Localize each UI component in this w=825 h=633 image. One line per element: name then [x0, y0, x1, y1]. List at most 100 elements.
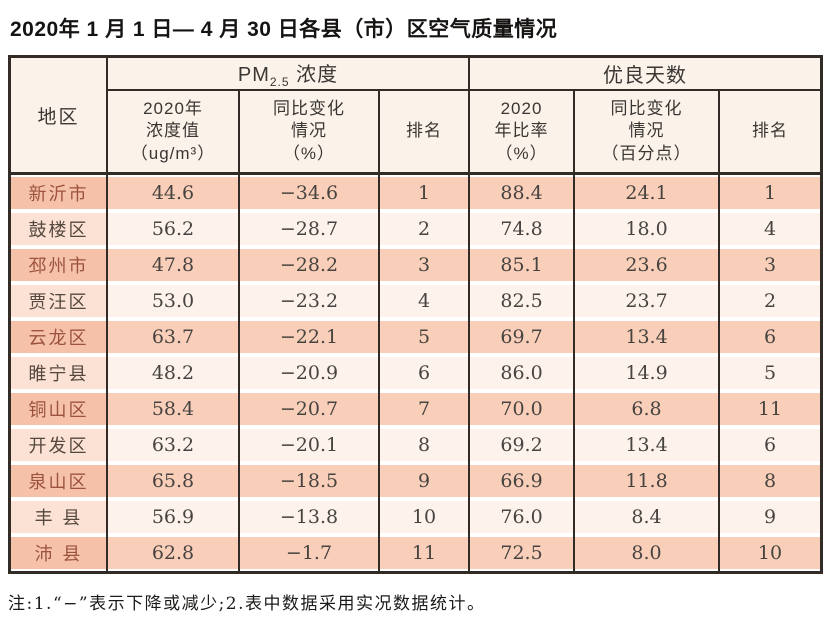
- ratio-change-cell: 18.0: [575, 211, 721, 247]
- ratio-rank-cell: 2: [720, 283, 821, 319]
- col-header-rank-good-days: 排名: [720, 91, 821, 175]
- region-cell: 沛 县: [11, 535, 108, 571]
- table-row: 泉山区 65.8 −18.5 9 66.9 11.8 8: [11, 463, 821, 499]
- pm25-change-cell: −34.6: [240, 175, 380, 211]
- ratio-rank-cell: 4: [720, 211, 821, 247]
- pm25-value-cell: 63.7: [108, 319, 240, 355]
- region-cell: 睢宁县: [11, 355, 108, 391]
- ratio-rank-cell: 11: [720, 391, 821, 427]
- pm25-change-cell: −28.2: [240, 247, 380, 283]
- pm25-value-cell: 48.2: [108, 355, 240, 391]
- col-header-yoy-change-points: 同比变化 情况 （百分点）: [575, 91, 721, 175]
- table-row: 邳州市 47.8 −28.2 3 85.1 23.6 3: [11, 247, 821, 283]
- pm25-value-cell: 53.0: [108, 283, 240, 319]
- ratio-cell: 69.7: [470, 319, 576, 355]
- pm25-rank-cell: 10: [380, 499, 471, 535]
- pm25-value-cell: 58.4: [108, 391, 240, 427]
- region-cell: 云龙区: [11, 319, 108, 355]
- header-sub-row: 2020年 浓度值 （ug/m³） 同比变化 情况 （%） 排名 2020 年比…: [11, 91, 821, 175]
- pm25-value-cell: 47.8: [108, 247, 240, 283]
- header-group-row: 地区 PM2.5 浓度 优良天数: [11, 58, 821, 175]
- ratio-change-cell: 6.8: [575, 391, 721, 427]
- pm25-rank-cell: 1: [380, 175, 471, 211]
- ratio-change-cell: 8.0: [575, 535, 721, 571]
- ratio-rank-cell: 8: [720, 463, 821, 499]
- pm25-change-cell: −20.1: [240, 427, 380, 463]
- ratio-cell: 76.0: [470, 499, 576, 535]
- ratio-change-cell: 13.4: [575, 319, 721, 355]
- pm25-value-cell: 56.2: [108, 211, 240, 247]
- pm25-rank-cell: 6: [380, 355, 471, 391]
- region-cell: 邳州市: [11, 247, 108, 283]
- pm25-change-cell: −23.2: [240, 283, 380, 319]
- ratio-rank-cell: 10: [720, 535, 821, 571]
- group-header-pm25: PM2.5 浓度: [108, 58, 471, 91]
- table-row: 铜山区 58.4 −20.7 7 70.0 6.8 11: [11, 391, 821, 427]
- page-title: 2020年 1 月 1 日— 4 月 30 日各县（市）区空气质量情况: [10, 18, 558, 41]
- region-cell: 开发区: [11, 427, 108, 463]
- pm25-label-subscript: 2.5: [269, 75, 290, 89]
- ratio-change-cell: 24.1: [575, 175, 721, 211]
- pm25-rank-cell: 7: [380, 391, 471, 427]
- ratio-change-cell: 8.4: [575, 499, 721, 535]
- pm25-rank-cell: 9: [380, 463, 471, 499]
- region-cell: 泉山区: [11, 463, 108, 499]
- pm25-rank-cell: 8: [380, 427, 471, 463]
- pm25-value-cell: 62.8: [108, 535, 240, 571]
- pm25-change-cell: −20.9: [240, 355, 380, 391]
- ratio-cell: 69.2: [470, 427, 576, 463]
- table-row: 鼓楼区 56.2 −28.7 2 74.8 18.0 4: [11, 211, 821, 247]
- ratio-change-cell: 23.6: [575, 247, 721, 283]
- ratio-rank-cell: 6: [720, 427, 821, 463]
- col-header-region: 地区: [11, 58, 108, 175]
- footnote: 注:1.“−”表示下降或减少;2.表中数据采用实况数据统计。: [8, 594, 486, 614]
- table-row: 睢宁县 48.2 −20.9 6 86.0 14.9 5: [11, 355, 821, 391]
- ratio-rank-cell: 3: [720, 247, 821, 283]
- pm25-rank-cell: 4: [380, 283, 471, 319]
- ratio-cell: 82.5: [470, 283, 576, 319]
- pm25-change-cell: −20.7: [240, 391, 380, 427]
- region-cell: 鼓楼区: [11, 211, 108, 247]
- ratio-change-cell: 11.8: [575, 463, 721, 499]
- col-header-good-days-ratio: 2020 年比率 （%）: [470, 91, 576, 175]
- ratio-rank-cell: 6: [720, 319, 821, 355]
- ratio-cell: 74.8: [470, 211, 576, 247]
- region-cell: 新沂市: [11, 175, 108, 211]
- pm25-change-cell: −28.7: [240, 211, 380, 247]
- table-row: 开发区 63.2 −20.1 8 69.2 13.4 6: [11, 427, 821, 463]
- pm25-value-cell: 65.8: [108, 463, 240, 499]
- pm25-rank-cell: 11: [380, 535, 471, 571]
- table-row: 丰 县 56.9 −13.8 10 76.0 8.4 9: [11, 499, 821, 535]
- ratio-change-cell: 14.9: [575, 355, 721, 391]
- region-cell: 铜山区: [11, 391, 108, 427]
- pm25-label-rest: 浓度: [289, 64, 339, 86]
- pm25-rank-cell: 2: [380, 211, 471, 247]
- pm25-rank-cell: 3: [380, 247, 471, 283]
- air-quality-table: 地区 PM2.5 浓度 优良天数 2020年 浓度值 （ug/m³） 同比变化 …: [8, 55, 824, 574]
- ratio-rank-cell: 1: [720, 175, 821, 211]
- ratio-cell: 66.9: [470, 463, 576, 499]
- col-header-rank-pm25: 排名: [380, 91, 471, 175]
- pm25-change-cell: −1.7: [240, 535, 380, 571]
- pm25-value-cell: 56.9: [108, 499, 240, 535]
- ratio-change-cell: 23.7: [575, 283, 721, 319]
- pm25-change-cell: −22.1: [240, 319, 380, 355]
- pm25-label-base: PM: [237, 64, 270, 86]
- pm25-value-cell: 44.6: [108, 175, 240, 211]
- table-row: 新沂市 44.6 −34.6 1 88.4 24.1 1: [11, 175, 821, 211]
- col-header-yoy-change-pct: 同比变化 情况 （%）: [240, 91, 380, 175]
- ratio-rank-cell: 9: [720, 499, 821, 535]
- pm25-change-cell: −13.8: [240, 499, 380, 535]
- ratio-cell: 86.0: [470, 355, 576, 391]
- pm25-rank-cell: 5: [380, 319, 471, 355]
- ratio-rank-cell: 5: [720, 355, 821, 391]
- pm25-change-cell: −18.5: [240, 463, 380, 499]
- region-cell: 丰 县: [11, 499, 108, 535]
- group-header-good-days: 优良天数: [470, 58, 821, 91]
- ratio-cell: 88.4: [470, 175, 576, 211]
- region-cell: 贾汪区: [11, 283, 108, 319]
- col-header-concentration: 2020年 浓度值 （ug/m³）: [108, 91, 240, 175]
- table-row: 贾汪区 53.0 −23.2 4 82.5 23.7 2: [11, 283, 821, 319]
- table-row: 云龙区 63.7 −22.1 5 69.7 13.4 6: [11, 319, 821, 355]
- ratio-cell: 70.0: [470, 391, 576, 427]
